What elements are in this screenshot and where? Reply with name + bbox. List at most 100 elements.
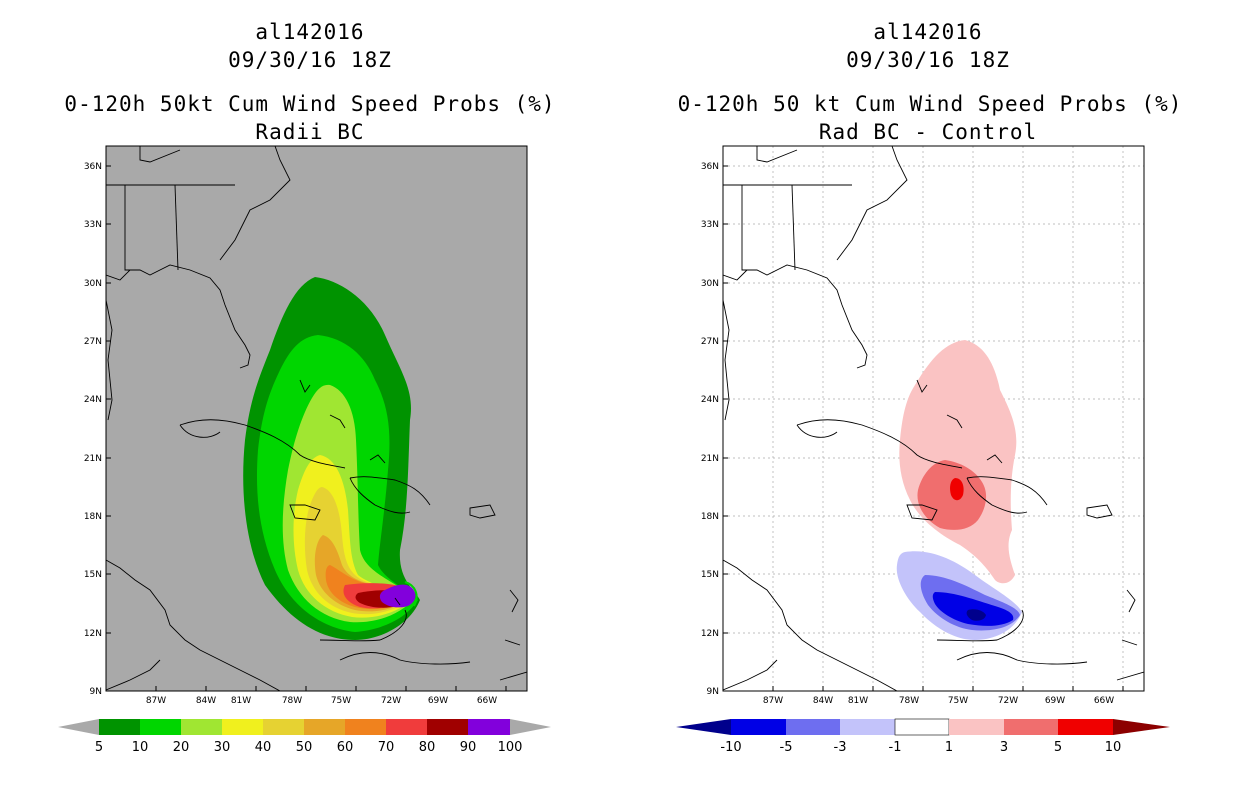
left-lat-30: 30N [84, 279, 102, 289]
right-lon-78: 78W [899, 696, 919, 706]
right-lat-36: 36N [701, 162, 719, 172]
right-title-line2: Rad BC - Control [818, 120, 1038, 144]
left-coastlines [106, 146, 527, 691]
tick-marks [106, 165, 1124, 691]
left-map-border [105, 145, 528, 692]
left-colorbar-bin-3 [222, 719, 263, 735]
left-lat-12: 12N [84, 629, 102, 639]
right-lat-labels: 36N 33N 30N 27N 24N 21N 18N 15N 12N 9N [701, 162, 719, 697]
left-lon-75: 75W [331, 696, 351, 706]
left-colorbar-labels: 5 10 20 30 40 50 60 70 80 90 100 [95, 740, 523, 755]
right-colorbar-high-arrow [1113, 719, 1170, 735]
left-cb-label-80: 80 [419, 740, 436, 755]
right-cb-label-3: 3 [1000, 740, 1008, 755]
left-lon-labels: 87W 84W 81W 78W 75W 72W 69W 66W [146, 696, 497, 706]
left-lat-24: 24N [84, 395, 102, 405]
right-lat-24: 24N [701, 395, 719, 405]
right-lon-labels: 87W 84W 81W 78W 75W 72W 69W 66W [763, 696, 1114, 706]
left-cb-label-70: 70 [378, 740, 395, 755]
right-lat-12: 12N [701, 629, 719, 639]
left-datetime: 09/30/16 18Z [228, 48, 392, 72]
right-cb-label-m5: -5 [780, 740, 793, 755]
left-lon-87: 87W [146, 696, 166, 706]
left-colorbar-bin-1 [140, 719, 181, 735]
left-colorbar-bin-8 [427, 719, 468, 735]
right-cb-label-m3: -3 [834, 740, 847, 755]
right-colorbar-bin-6 [1058, 719, 1113, 735]
right-title-line1: 0-120h 50 kt Cum Wind Speed Probs (%) [677, 92, 1183, 116]
left-cb-label-50: 50 [296, 740, 313, 755]
right-colorbar-bin-4 [949, 719, 1004, 735]
right-coastlines [723, 146, 1144, 691]
left-cb-label-90: 90 [460, 740, 477, 755]
left-colorbar-bin-0 [99, 719, 140, 735]
right-colorbar [676, 718, 1170, 736]
left-cb-label-60: 60 [337, 740, 354, 755]
left-lat-18: 18N [84, 512, 102, 522]
left-lon-66: 66W [477, 696, 497, 706]
left-lat-33: 33N [84, 220, 102, 230]
left-lon-69: 69W [428, 696, 448, 706]
diff-neg-5 [932, 592, 1014, 626]
right-lon-69: 69W [1045, 696, 1065, 706]
contour-100-edge [404, 581, 418, 607]
right-storm-id: al142016 [873, 20, 983, 44]
left-cb-label-30: 30 [214, 740, 231, 755]
left-cb-label-20: 20 [173, 740, 190, 755]
left-colorbar-bin-7 [386, 719, 427, 735]
right-lat-21: 21N [701, 454, 719, 464]
left-colorbar-bin-2 [181, 719, 222, 735]
left-title-line1: 0-120h 50kt Cum Wind Speed Probs (%) [64, 92, 556, 116]
right-cb-label-5: 5 [1054, 740, 1062, 755]
left-lat-27: 27N [84, 337, 102, 347]
diff-pos-1 [899, 340, 1017, 584]
right-lat-30: 30N [701, 279, 719, 289]
left-lat-15: 15N [84, 570, 102, 580]
left-colorbar-bin-6 [345, 719, 386, 735]
right-lon-75: 75W [948, 696, 968, 706]
left-lat-9: 9N [90, 687, 102, 697]
right-cb-label-1: 1 [945, 740, 953, 755]
left-cb-label-100: 100 [498, 740, 523, 755]
right-lat-33: 33N [701, 220, 719, 230]
right-colorbar-bin-5 [1004, 719, 1058, 735]
right-lat-9: 9N [707, 687, 719, 697]
right-colorbar-bin-0 [731, 719, 786, 735]
left-colorbar-bin-9 [468, 719, 510, 735]
right-cb-label-m10: -10 [720, 740, 741, 755]
right-datetime: 09/30/16 18Z [846, 48, 1010, 72]
right-map-border [722, 145, 1145, 692]
right-lat-18: 18N [701, 512, 719, 522]
left-colorbar-high-arrow [510, 719, 551, 735]
left-colorbar [58, 719, 551, 735]
right-colorbar-bin-1 [786, 719, 840, 735]
right-colorbar-low-arrow [676, 719, 731, 735]
diff-pos-5 [950, 478, 964, 501]
right-lon-81: 81W [848, 696, 868, 706]
right-lon-72: 72W [998, 696, 1018, 706]
contour-90 [379, 584, 416, 608]
left-lon-81: 81W [231, 696, 251, 706]
right-colorbar-labels: -10 -5 -3 -1 1 3 5 10 [720, 740, 1121, 755]
left-lon-78: 78W [282, 696, 302, 706]
right-lat-15: 15N [701, 570, 719, 580]
left-lon-72: 72W [381, 696, 401, 706]
right-lon-87: 87W [763, 696, 783, 706]
right-cb-label-10: 10 [1105, 740, 1122, 755]
left-probability-field [243, 277, 420, 640]
right-lon-84: 84W [813, 696, 833, 706]
left-cb-label-5: 5 [95, 740, 103, 755]
left-title-line2: Radii BC [255, 120, 365, 144]
left-lat-21: 21N [84, 454, 102, 464]
right-difference-field [896, 340, 1022, 640]
left-cb-label-10: 10 [132, 740, 149, 755]
left-colorbar-low-arrow [58, 719, 99, 735]
left-storm-id: al142016 [255, 20, 365, 44]
left-lat-labels: 36N 33N 30N 27N 24N 21N 18N 15N 12N 9N [84, 162, 102, 697]
left-lon-84: 84W [196, 696, 216, 706]
right-lon-66: 66W [1094, 696, 1114, 706]
diff-neg-10 [966, 609, 986, 621]
right-colorbar-bin-3 [894, 718, 950, 736]
right-cb-label-m1: -1 [889, 740, 902, 755]
